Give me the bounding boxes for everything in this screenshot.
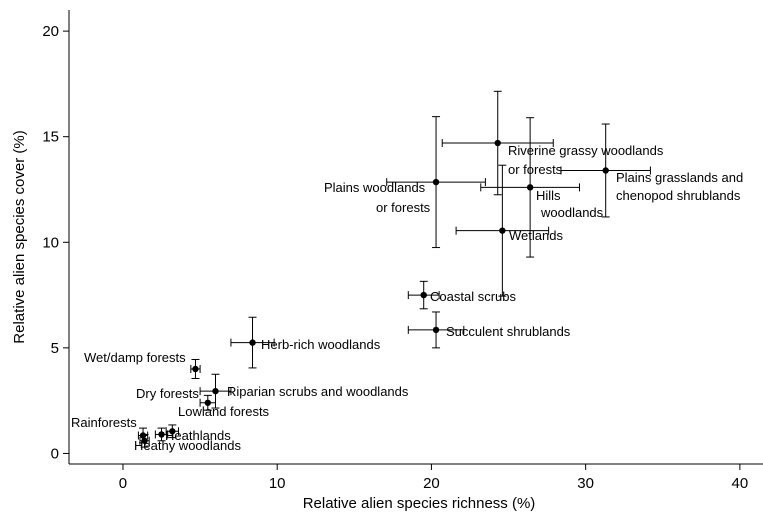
- y-tick-label: 10: [42, 234, 59, 251]
- point-marker: [158, 431, 165, 438]
- label-wet-damp-forests: Wet/damp forests: [84, 350, 186, 365]
- label-dry-forests: Dry forests: [136, 386, 199, 401]
- data-point: [560, 123, 651, 218]
- data-point: [199, 373, 232, 409]
- label-riverine-line2: or forests: [508, 162, 563, 177]
- point-marker: [204, 399, 211, 406]
- label-wetlands: Wetlands: [509, 228, 563, 243]
- point-marker: [526, 184, 534, 191]
- label-lowland-forests: Lowland forests: [178, 404, 270, 419]
- y-tick-label: 15: [42, 129, 59, 146]
- data-point: [386, 116, 486, 249]
- label-heathlands: Heathlands: [165, 428, 231, 443]
- point-marker: [249, 339, 256, 346]
- point-marker: [212, 387, 219, 395]
- label-hills-line2: woodlands: [540, 205, 604, 220]
- y-tick-label: 0: [51, 445, 59, 462]
- label-plains-grasslands-line2: chenopod shrublands: [616, 188, 741, 203]
- x-tick-label: 20: [423, 475, 440, 492]
- label-succulent-shrublands: Succulent shrublands: [446, 324, 571, 339]
- x-tick-label: 40: [732, 475, 749, 492]
- data-point: [407, 311, 465, 349]
- data-point: [230, 316, 275, 369]
- point-marker: [432, 178, 440, 186]
- point-marker: [192, 365, 199, 373]
- label-hills-line1: Hills: [536, 188, 561, 203]
- label-rainforests: Rainforests: [71, 415, 137, 430]
- data-point: [407, 280, 440, 310]
- x-tick-label: 30: [577, 475, 594, 492]
- data-point: [455, 164, 550, 297]
- label-heathy-woodlands: Heathy woodlands: [134, 438, 241, 453]
- label-coastal-scrubs: Coastal scrubs: [430, 289, 516, 304]
- data-point: [480, 117, 580, 258]
- label-plains-woodlands-line1: Plains woodlands: [324, 180, 426, 195]
- data-points: [137, 90, 651, 448]
- label-riparian: Riparian scrubs and woodlands: [227, 384, 409, 399]
- data-point: [441, 90, 554, 196]
- data-point: [165, 424, 179, 439]
- y-axis-title: Relative alien species cover (%): [11, 130, 28, 343]
- y-tick-label: 5: [51, 340, 59, 357]
- point-marker: [494, 139, 501, 147]
- x-tick-label: 10: [269, 475, 286, 492]
- ticks: 0 10 20 30 40 0 5 10 15 20: [42, 23, 748, 492]
- label-riverine-line1: Riverine grassy woodlands: [508, 143, 664, 158]
- data-point: [139, 433, 150, 448]
- x-tick-label: 0: [119, 475, 127, 492]
- data-point: [190, 358, 201, 379]
- point-marker: [169, 428, 176, 435]
- label-herb-rich-woodlands: Herb-rich woodlands: [261, 337, 381, 352]
- label-plains-woodlands-line2: or forests: [376, 200, 431, 215]
- point-marker: [420, 291, 427, 299]
- point-labels: Rainforests Heathy woodlands Heathlands …: [71, 143, 743, 453]
- label-plains-grasslands-line1: Plains grasslands and: [616, 170, 743, 185]
- x-axis-title: Relative alien species richness (%): [303, 495, 536, 512]
- axes: [68, 10, 763, 465]
- point-marker: [499, 227, 506, 234]
- point-marker: [141, 437, 148, 444]
- point-marker: [602, 167, 609, 174]
- point-marker: [432, 326, 440, 334]
- data-point: [154, 427, 169, 442]
- y-tick-label: 20: [42, 23, 59, 40]
